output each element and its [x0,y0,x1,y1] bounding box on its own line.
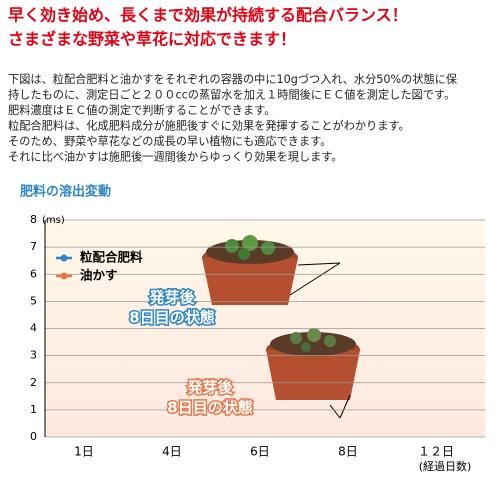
legend-marker [60,254,68,262]
x-tick-label: 8日 [338,445,358,459]
y-tick-label: 4 [30,322,37,335]
body-text: 持したものに、測定日ごと２００ccの蒸留水を加え１時間後にＥＣ値を測定した図です… [8,88,455,102]
y-tick-label: 6 [30,267,37,280]
y-tick-label: 7 [30,240,37,253]
annotation: 発芽後 [148,289,195,307]
legend-label: 粒配合肥料 [80,250,143,265]
annotation: 発芽後 [186,379,233,397]
headline: さまざまな野菜や草花に対応できます！ [8,30,296,49]
y-tick-label: 2 [30,376,37,389]
body-text: 粒配合肥料は、化成肥料成分が施肥後すぐに効果を発揮することがわかります。 [8,119,410,133]
legend-label: 油かす [80,268,118,283]
y-tick-label: 0 [30,430,37,443]
chart-title: 肥料の溶出変動 [20,184,111,200]
body-text: 肥料濃度はＥＣ値の測定で判断することができます。 [8,103,275,117]
annotation: 8日目の状態 [129,309,214,327]
body-text: それに比べ油かすは施肥後一週間後からゆっくり効果を現します。 [8,150,343,164]
x-tick-label: １２日 [418,445,454,459]
x-tick-label: 6日 [250,445,270,459]
pot-photo [202,235,341,305]
headline: 早く効き始め、長くまで効果が持続する配合バランス！ [8,6,408,25]
y-tick-label: 1 [30,403,37,416]
pot-photo [266,328,360,419]
annotation: 8日目の状態 [167,399,252,417]
x-tick-label: 4日 [162,445,182,459]
legend-marker [60,272,68,280]
body-text: そのため、野菜や草花などの成長の早い植物にも適応できます。 [8,134,331,148]
x-tick-label: 1日 [74,445,94,459]
x-label: (経過日数) [419,460,472,473]
y-tick-label: 3 [30,349,37,362]
y-tick-label: 5 [30,294,37,307]
y-tick-label: 8 [30,213,37,226]
y-unit: (ms) [42,215,65,226]
body-text: 下図は、粒配合肥料と油かすをそれぞれの容器の中に10gづつ入れ、水分50%の状態… [8,72,457,86]
